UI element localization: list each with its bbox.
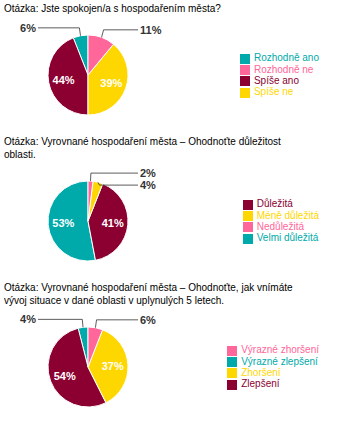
svg-text:53%: 53% bbox=[52, 217, 74, 229]
html-text:Nedůležitá: Nedůležitá bbox=[256, 221, 304, 232]
html-text:Otázka: Jste spokojen/a s hosp: Otázka: Jste spokojen/a s hospodařením m… bbox=[4, 3, 221, 14]
svg-text:41%: 41% bbox=[102, 217, 124, 229]
svg-text:6%: 6% bbox=[20, 22, 36, 34]
html-text:Otázka: Vyrovnané hospodaření: Otázka: Vyrovnané hospodaření města – Oh… bbox=[4, 136, 281, 147]
html-text:Otázka: Vyrovnané hospodaření: Otázka: Vyrovnané hospodaření města – Oh… bbox=[4, 282, 293, 293]
html-text:Zhoršení: Zhoršení bbox=[241, 367, 281, 378]
svg-text:4%: 4% bbox=[140, 179, 156, 191]
html-text:Rozhodně ano: Rozhodně ano bbox=[253, 52, 319, 64]
svg-text:37%: 37% bbox=[102, 360, 124, 372]
svg-text:54%: 54% bbox=[54, 370, 76, 382]
html-text:Spíše ano: Spíše ano bbox=[253, 75, 299, 86]
html-text:oblasti.: oblasti. bbox=[4, 149, 36, 160]
html-text:vývoj situace v dané oblasti v: vývoj situace v dané oblasti v uplynulýc… bbox=[4, 295, 225, 306]
html-text:Důležitá: Důležitá bbox=[256, 198, 293, 210]
html-text:Výrazné zlepšení: Výrazné zlepšení bbox=[241, 355, 318, 367]
html-text:Velmi důležitá: Velmi důležitá bbox=[256, 232, 319, 244]
html-text:Spíše ne: Spíše ne bbox=[253, 86, 294, 98]
html-text:Rozhodně ne: Rozhodně ne bbox=[253, 63, 314, 75]
svg-text:39%: 39% bbox=[100, 77, 122, 89]
html-text:Výrazné zhoršení: Výrazné zhoršení bbox=[241, 344, 319, 356]
svg-text:11%: 11% bbox=[140, 24, 162, 36]
html-text:Méně důležitá: Méně důležitá bbox=[256, 209, 319, 221]
html-text:Zlepšení: Zlepšení bbox=[241, 378, 280, 390]
svg-text:4%: 4% bbox=[20, 313, 36, 325]
svg-text:6%: 6% bbox=[140, 314, 156, 326]
svg-text:2%: 2% bbox=[140, 167, 156, 179]
svg-text:44%: 44% bbox=[53, 74, 75, 86]
